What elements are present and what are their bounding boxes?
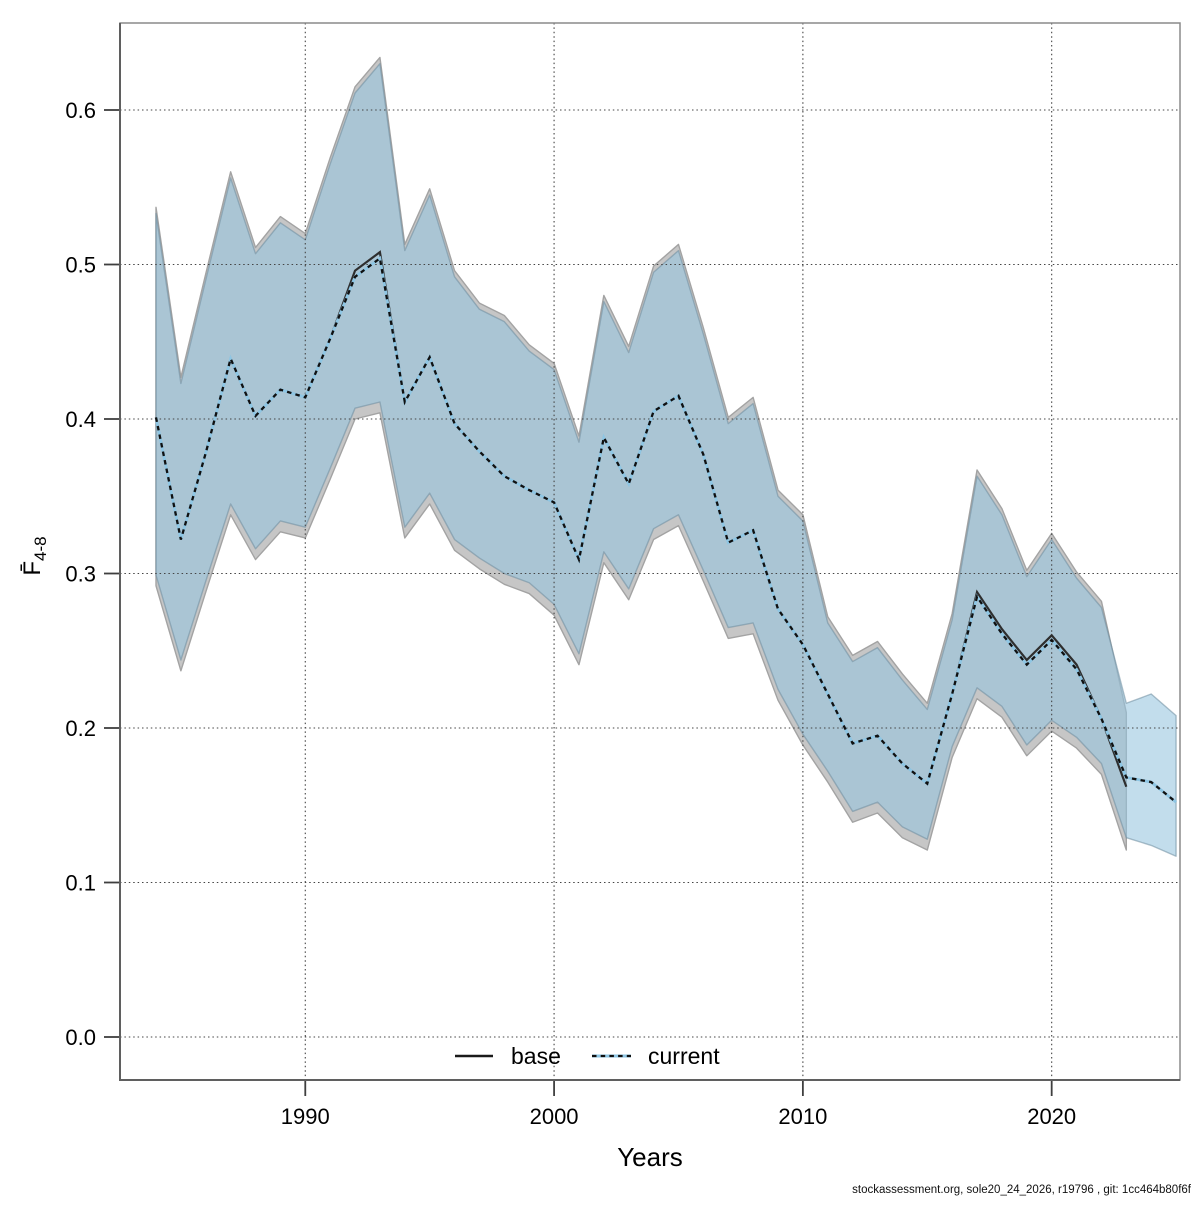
y-axis-title-sub: 4-8 <box>31 536 50 561</box>
legend: base current <box>455 1043 720 1069</box>
main-axes <box>119 23 1180 1081</box>
y-axis-title: F̄4-8 <box>19 536 50 575</box>
y-tick-label: 0.2 <box>65 716 96 741</box>
y-tick-label: 0.3 <box>65 562 96 587</box>
y-tick-label: 0.5 <box>65 253 96 278</box>
current-confidence-band <box>155 62 1177 857</box>
legend-current-label: current <box>648 1043 720 1069</box>
plot-border <box>119 22 1181 1081</box>
y-tick-label: 0.6 <box>65 98 96 123</box>
legend-base-label: base <box>511 1043 561 1069</box>
current-line <box>154 256 1177 804</box>
y-axis-title-base: F̄ <box>19 561 46 576</box>
x-tick-label: 1990 <box>281 1104 330 1129</box>
y-tick-label: 0.0 <box>65 1025 96 1050</box>
x-tick-label: 2020 <box>1027 1104 1076 1129</box>
footer-credit: stockassessment.org, sole20_24_2026, r19… <box>852 1184 1192 1196</box>
axis-layer: 0.0 0.1 0.2 0.3 0.4 0.5 0.6 1990 2000 2010 2020 <box>65 98 1076 1129</box>
grid-layer <box>120 23 1180 1080</box>
y-tick-label: 0.1 <box>65 871 96 896</box>
x-tick-label: 2010 <box>778 1104 827 1129</box>
line-layer <box>154 250 1177 804</box>
x-tick-label: 2000 <box>530 1104 579 1129</box>
x-axis-title: Years <box>617 1142 683 1172</box>
y-tick-label: 0.4 <box>65 407 96 432</box>
band-layer <box>155 56 1177 857</box>
